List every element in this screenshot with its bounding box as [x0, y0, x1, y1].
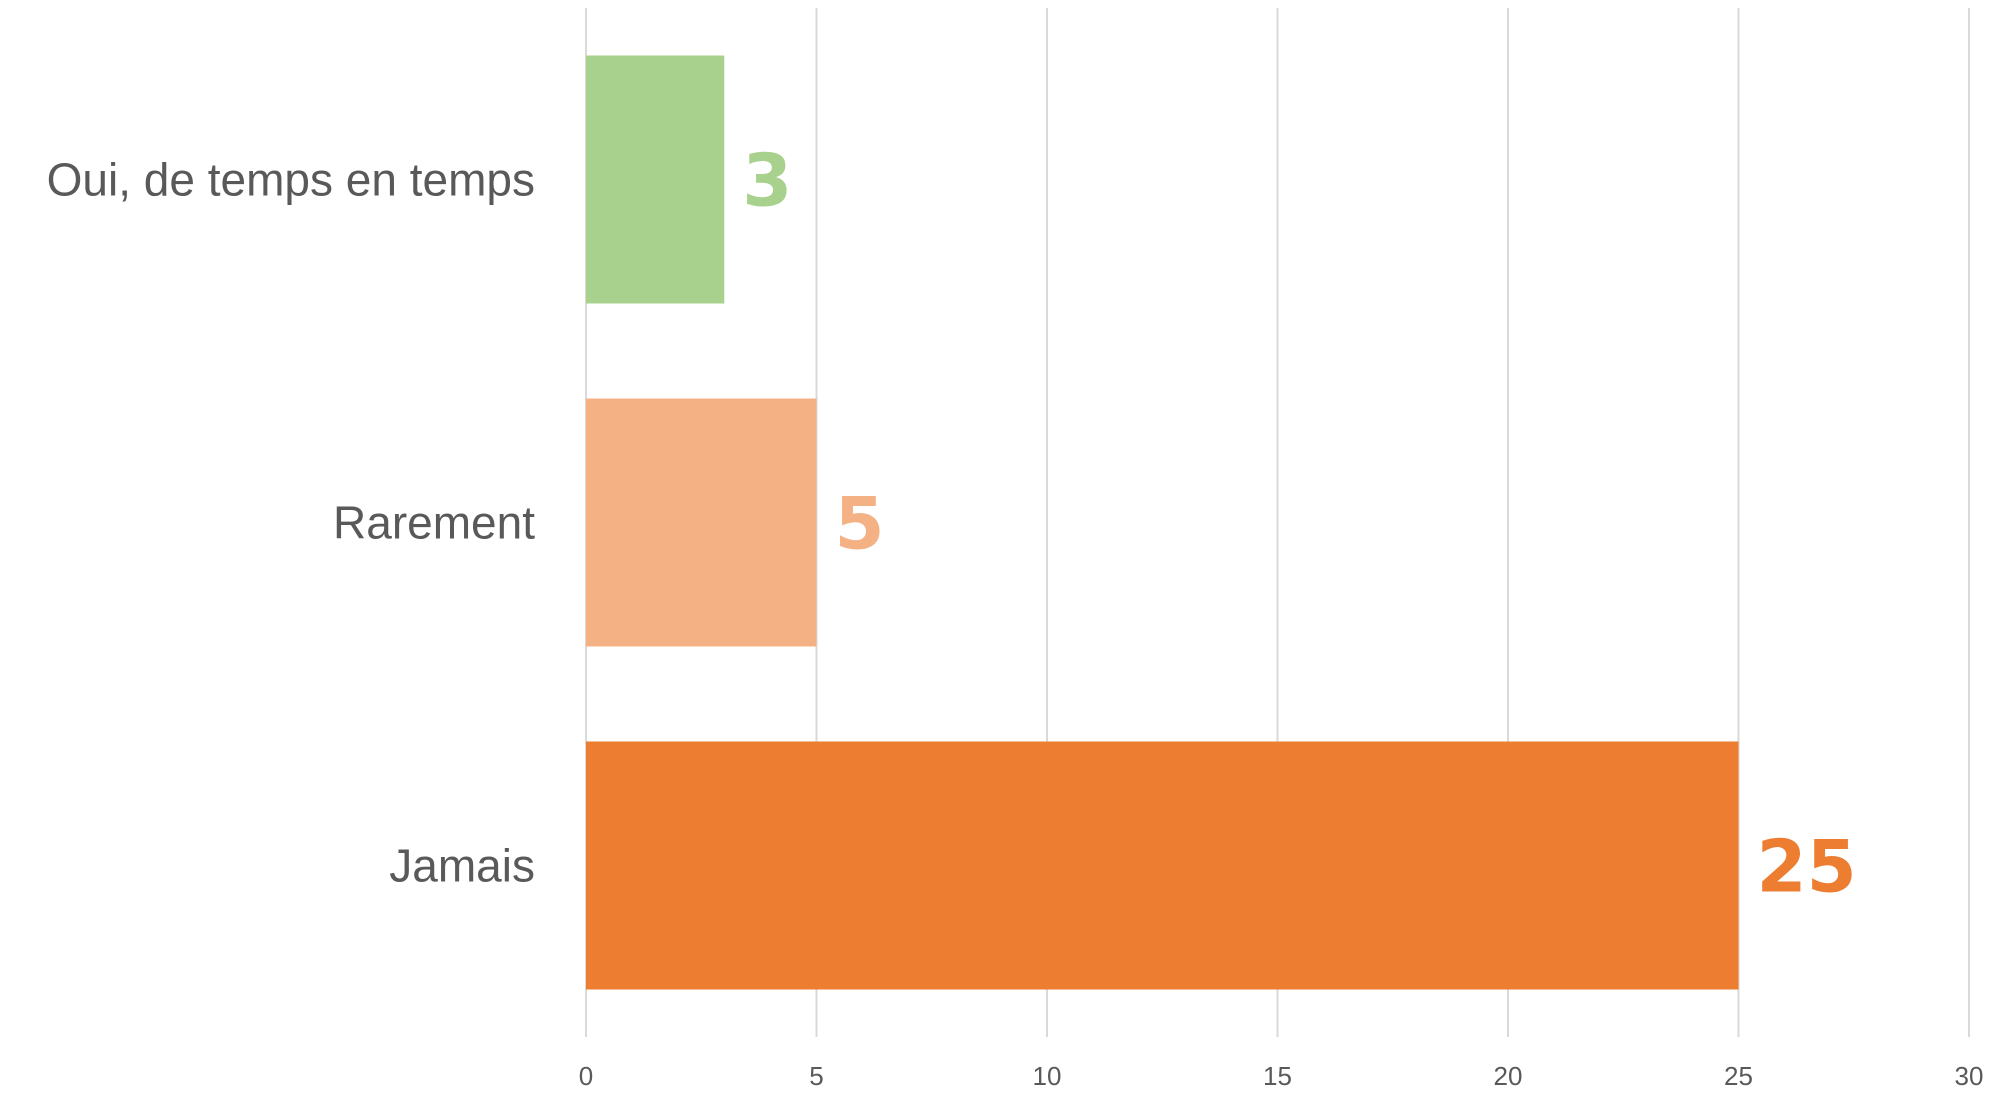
x-tick-label-15: 15 [1263, 1061, 1292, 1091]
x-tick-label-25: 25 [1724, 1061, 1753, 1091]
x-tick-label-5: 5 [809, 1061, 823, 1091]
x-axis: 0 5 10 15 20 25 30 [579, 1061, 1984, 1091]
category-label-1: Oui, de temps en temps [47, 154, 535, 206]
x-tick-label-0: 0 [579, 1061, 593, 1091]
data-label-2: 5 [835, 482, 885, 566]
bar-1 [586, 55, 725, 304]
x-tick-label-10: 10 [1033, 1061, 1062, 1091]
grid-layer [585, 8, 1970, 1037]
x-tick-label-30: 30 [1955, 1061, 1984, 1091]
x-tick-label-20: 20 [1494, 1061, 1523, 1091]
category-label-3: Jamais [389, 840, 535, 892]
data-label-1: 3 [742, 139, 792, 223]
label-layer: Oui, de temps en temps 3 Rarement 5 Jamais 25 [47, 139, 1857, 909]
bar-layer [586, 55, 1739, 990]
category-label-2: Rarement [333, 497, 535, 549]
bar-3 [586, 741, 1739, 990]
bar-2 [586, 398, 817, 647]
data-label-3: 25 [1757, 825, 1857, 909]
